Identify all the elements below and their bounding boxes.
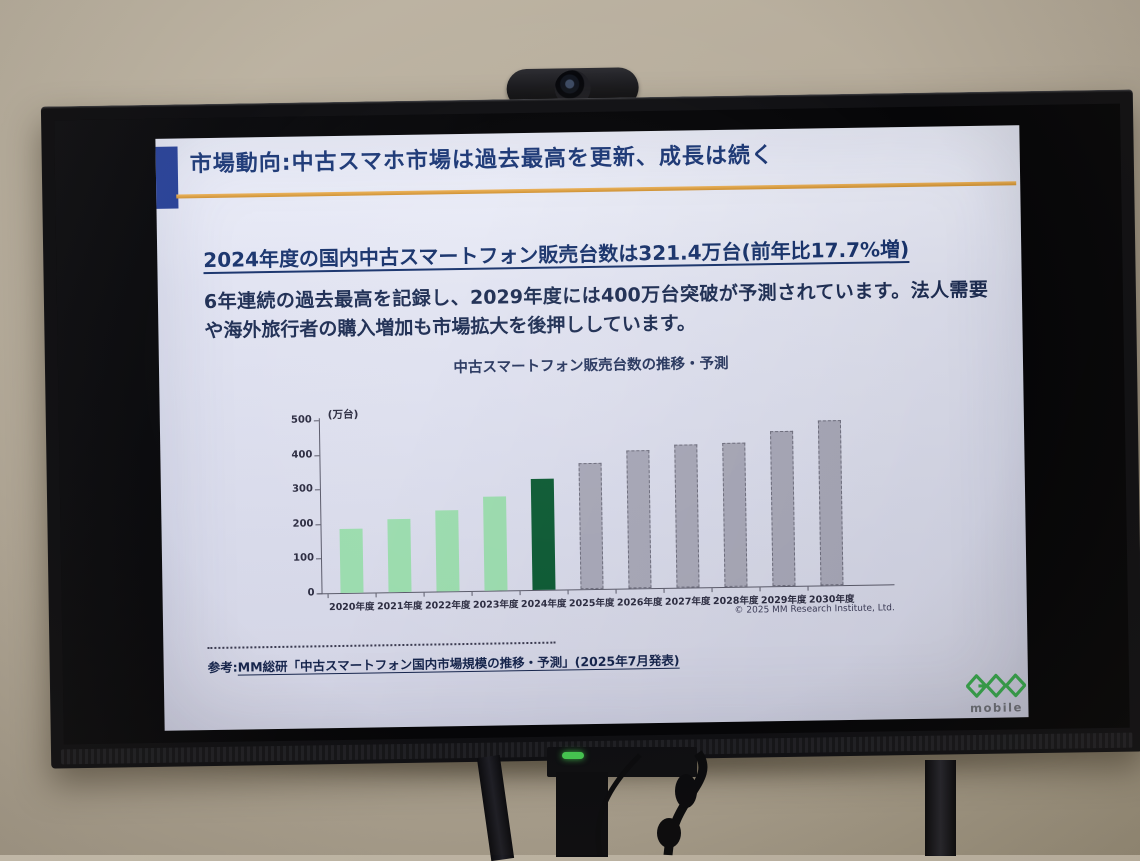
bar-slot [757,413,808,587]
x-tick-mark [615,589,617,594]
reference-link: MM総研「中古スマートフォン国内市場規模の推移・予測」(2025年7月発表) [237,652,680,675]
x-tick-label: 2029年度 [760,594,807,607]
bar-slot [517,416,568,590]
power-led [562,752,584,759]
slide-body-text: 6年連続の過去最高を記録し、2029年度には400万台突破が予測されています。法… [203,278,989,342]
y-tick-mark [316,593,322,595]
bar-2020年度 [339,528,364,593]
bar-slot [565,416,616,590]
chart-y-ticks: 0 100 200 300 400 500 [155,125,1019,598]
reference-label: 参考: [207,659,238,676]
y-tick-mark [314,489,320,491]
x-tick-mark [471,591,473,596]
x-tick-mark [375,593,377,598]
y-tick-mark [315,524,321,526]
title-orange-rule [176,181,1017,199]
y-tick-label: 500 [290,414,312,426]
x-tick-mark [423,592,425,597]
x-tick-label: 2026年度 [616,596,663,609]
y-tick-mark [314,454,320,456]
chart-y-axis [318,418,323,595]
bar-2030年度 [817,419,843,586]
bar-2024年度 [530,478,556,590]
bar-slot [661,414,712,588]
y-tick-label: 100 [293,552,315,565]
bar-2025年度 [578,462,604,590]
bar-2023年度 [482,495,508,591]
chart-x-axis [317,584,895,595]
y-tick-label: 400 [291,448,313,461]
x-tick-label: 2025年度 [568,597,615,610]
x-tick-label: 2020年度 [328,601,375,614]
x-tick-mark [519,591,521,596]
bar-slot [709,413,760,587]
slide-title: 市場動向:中古スマホ市場は過去最高を更新、成長は続く [189,143,775,178]
cables [595,750,708,856]
x-tick-label: 2024年度 [520,598,567,611]
y-tick-label: 0 [307,587,315,599]
geo-mobile-logo: mobile [963,672,1030,715]
x-tick-label: 2022年度 [424,599,471,612]
chart-credit: © 2025 MM Research Institute, Ltd. [734,603,895,616]
tv-frame: 市場動向:中古スマホ市場は過去最高を更新、成長は続く 2024年度の国内中古スマ… [40,89,1140,769]
bar-slot [469,417,520,591]
bar-slot [373,419,424,593]
x-tick-mark [663,588,665,593]
presentation-slide: 市場動向:中古スマホ市場は過去最高を更新、成長は続く 2024年度の国内中古スマ… [155,125,1030,731]
slide-headline: 2024年度の国内中古スマートフォン販売台数は321.4万台(前年比17.7%増… [203,236,910,273]
bar-2029年度 [769,430,795,587]
y-tick-mark [313,420,319,422]
geo-logo-icon [965,673,1027,698]
bar-2028年度 [721,443,747,587]
bar-slot [421,418,472,592]
x-tick-label: 2028年度 [712,595,759,608]
x-tick-label: 2023年度 [472,599,519,611]
x-tick-mark [759,587,761,592]
bar-slot [805,412,856,586]
chart-x-labels: 2020年度 2021年度 2022年度 2023年度 2024年度 2025年度 2026… [328,591,856,613]
y-tick-label: 200 [292,518,314,530]
x-tick-label: 2027年度 [664,596,711,608]
title-accent-block [155,146,179,209]
x-tick-mark [567,590,569,595]
chart-title: 中古スマートフォン販売台数の推移・予測 [453,355,729,377]
x-tick-mark [711,588,713,593]
x-tick-label: 2021年度 [376,600,423,613]
tv-assembly: 市場動向:中古スマホ市場は過去最高を更新、成長は続く 2024年度の国内中古スマ… [40,67,1140,769]
bar-chart: (万台) 2020年度 2021年度 2022年度 2023年度 2024年度 2025年… [155,125,1028,730]
chart-bars [325,412,856,593]
bar-2022年度 [434,509,460,592]
dotted-divider [207,641,556,650]
tv-screen: 市場動向:中古スマホ市場は過去最高を更新、成長は続く 2024年度の国内中古スマ… [54,103,1130,745]
x-tick-mark [327,594,329,599]
bar-2021年度 [386,519,412,593]
x-tick-label: 2030年度 [808,593,855,606]
bar-slot [325,419,376,593]
y-tick-label: 300 [291,483,313,495]
y-tick-mark [316,558,322,560]
bar-2027年度 [673,444,700,588]
chart-unit-label: (万台) [327,408,359,422]
bar-slot [613,415,664,589]
geo-logo-mobile-text: mobile [969,700,1023,716]
reference-note: 参考:MM総研「中古スマートフォン国内市場規模の推移・予測」(2025年7月発表… [208,650,680,676]
stand-pole-right [925,760,956,856]
x-tick-mark [807,586,809,591]
bar-2026年度 [625,450,652,589]
